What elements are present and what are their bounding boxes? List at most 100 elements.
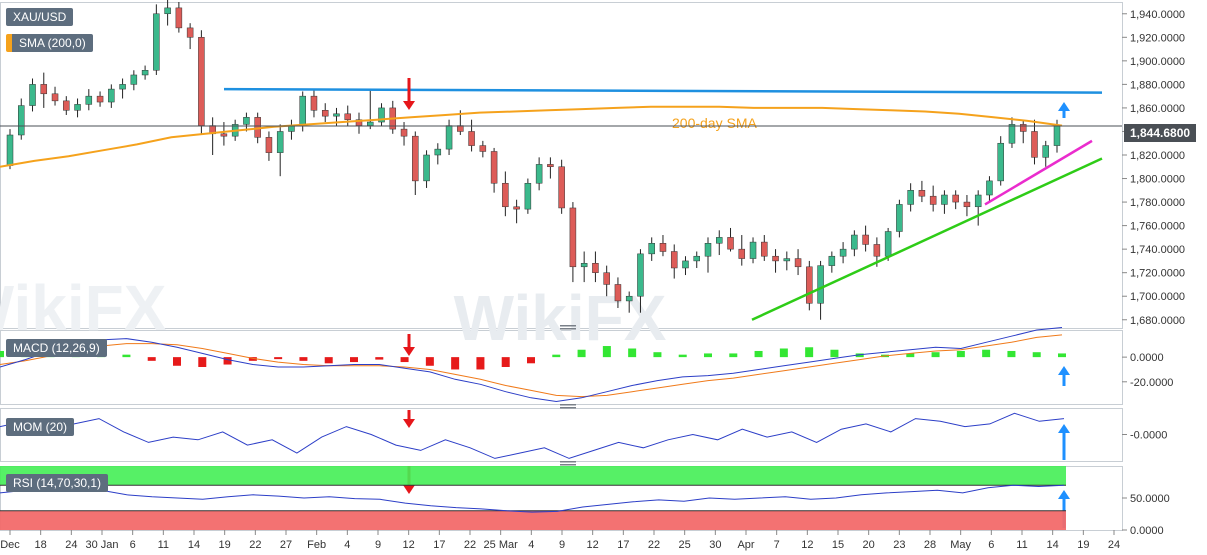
candle-body bbox=[603, 272, 610, 285]
candle-body bbox=[952, 194, 959, 203]
splitter-handle bbox=[560, 461, 576, 463]
candle-body bbox=[806, 266, 813, 304]
candle-body bbox=[18, 105, 25, 136]
macd-histogram-bar bbox=[400, 357, 409, 363]
macd-histogram-bar bbox=[982, 349, 991, 358]
macd-histogram-bar bbox=[527, 357, 535, 364]
x-tick-label: Feb bbox=[307, 539, 326, 551]
y-tick-label: 1,780.0000 bbox=[1130, 197, 1185, 209]
candle-body bbox=[1042, 145, 1049, 158]
short-support-line bbox=[984, 139, 1093, 206]
rsi-overbought-zone bbox=[0, 466, 1066, 486]
candle-body bbox=[1031, 131, 1038, 158]
x-tick-label: 28 bbox=[924, 539, 936, 551]
y-tick-label: 50.0000 bbox=[1130, 493, 1170, 505]
macd-histogram-bar bbox=[704, 353, 712, 358]
rsi-line bbox=[0, 484, 1065, 513]
candle-body bbox=[839, 248, 847, 257]
candle-body bbox=[817, 265, 824, 304]
mom-legend: MOM (20) bbox=[6, 418, 74, 436]
x-tick-label: 9 bbox=[375, 539, 381, 551]
candle-body bbox=[378, 107, 385, 123]
splitter-handle bbox=[560, 404, 576, 406]
macd-histogram-bar bbox=[805, 347, 814, 358]
candle-body bbox=[941, 194, 948, 205]
y-tick-label: 1,760.0000 bbox=[1130, 221, 1185, 233]
macd-histogram-bar bbox=[248, 357, 257, 361]
x-tick-label: 6 bbox=[988, 539, 994, 551]
candle-body bbox=[243, 117, 250, 125]
candle-body bbox=[749, 241, 757, 259]
macd-legend: MACD (12,26,9) bbox=[6, 339, 107, 357]
candle-body bbox=[164, 7, 171, 15]
candle-body bbox=[884, 231, 892, 257]
macd-histogram-bar bbox=[173, 357, 181, 366]
candle-body bbox=[918, 190, 926, 197]
sma-legend: SMA (200,0) bbox=[6, 34, 93, 52]
macd-signal-line bbox=[0, 334, 1063, 398]
macd-histogram-bar bbox=[476, 357, 485, 370]
x-tick-label: 12 bbox=[403, 539, 415, 551]
candle-body bbox=[276, 131, 284, 153]
candle-body bbox=[704, 243, 712, 257]
candle-body bbox=[74, 104, 81, 111]
macd-histogram-bar bbox=[375, 357, 384, 360]
y-tick-label: 1,940.0000 bbox=[1130, 9, 1185, 21]
candle-body bbox=[367, 121, 374, 126]
macd-histogram-bar bbox=[956, 350, 965, 358]
x-tick-label: 23 bbox=[893, 539, 905, 551]
macd-line bbox=[0, 327, 1063, 403]
candle-body bbox=[929, 195, 937, 205]
candle-body bbox=[40, 84, 48, 95]
x-tick-label: 25 bbox=[679, 539, 691, 551]
candle-body bbox=[141, 70, 149, 76]
x-tick-label: 12 bbox=[801, 539, 813, 551]
candle-body bbox=[96, 95, 104, 103]
candle-body bbox=[524, 182, 532, 210]
x-tick-label: 22 bbox=[464, 539, 476, 551]
candle-body bbox=[63, 100, 70, 111]
mom-up-arrow bbox=[1058, 424, 1070, 433]
macd-histogram-bar bbox=[779, 348, 788, 358]
x-tick-label: 18 bbox=[35, 539, 47, 551]
x-tick-label: 14 bbox=[1047, 539, 1059, 551]
y-tick-label: -20.0000 bbox=[1130, 377, 1173, 389]
x-tick-label: 24 bbox=[65, 539, 77, 551]
macd-histogram-bar bbox=[602, 346, 611, 358]
candle-body bbox=[558, 166, 565, 209]
macd-histogram-bar bbox=[653, 352, 662, 358]
candle-body bbox=[614, 284, 622, 302]
candle-body bbox=[738, 248, 746, 259]
macd-histogram-bar bbox=[1058, 353, 1066, 358]
x-tick-label: 4 bbox=[528, 539, 534, 551]
rsi-oversold-zone bbox=[0, 510, 1066, 530]
x-tick-label: 22 bbox=[648, 539, 660, 551]
splitter-handle bbox=[560, 407, 576, 409]
price-down-arrow bbox=[403, 101, 415, 110]
x-tick-label: 17 bbox=[617, 539, 629, 551]
macd-histogram-bar bbox=[729, 353, 738, 358]
y-tick-label: 1,800.0000 bbox=[1130, 174, 1185, 186]
candle-body bbox=[299, 95, 306, 126]
macd-histogram-bar bbox=[122, 354, 131, 358]
candle-body bbox=[761, 241, 768, 257]
candle-body bbox=[637, 253, 644, 297]
x-tick-label: 24 bbox=[1108, 539, 1120, 551]
x-tick-label: Apr bbox=[737, 539, 754, 551]
macd-up-arrow bbox=[1058, 366, 1070, 375]
mom-line bbox=[0, 412, 1065, 459]
candle-body bbox=[670, 251, 678, 269]
candle-body bbox=[85, 95, 93, 105]
candle-body bbox=[693, 255, 700, 262]
candle-body bbox=[51, 93, 59, 102]
x-tick-label: 27 bbox=[280, 539, 292, 551]
macd-histogram-bar bbox=[855, 353, 864, 358]
candle-body bbox=[108, 88, 115, 103]
y-tick-label: 1,860.0000 bbox=[1130, 103, 1185, 115]
resistance-line bbox=[223, 87, 1103, 94]
candle-body bbox=[502, 182, 509, 208]
macd-histogram-bar bbox=[931, 352, 940, 358]
macd-histogram-bar bbox=[754, 350, 763, 358]
y-tick-label: 0.0000 bbox=[1130, 525, 1164, 537]
